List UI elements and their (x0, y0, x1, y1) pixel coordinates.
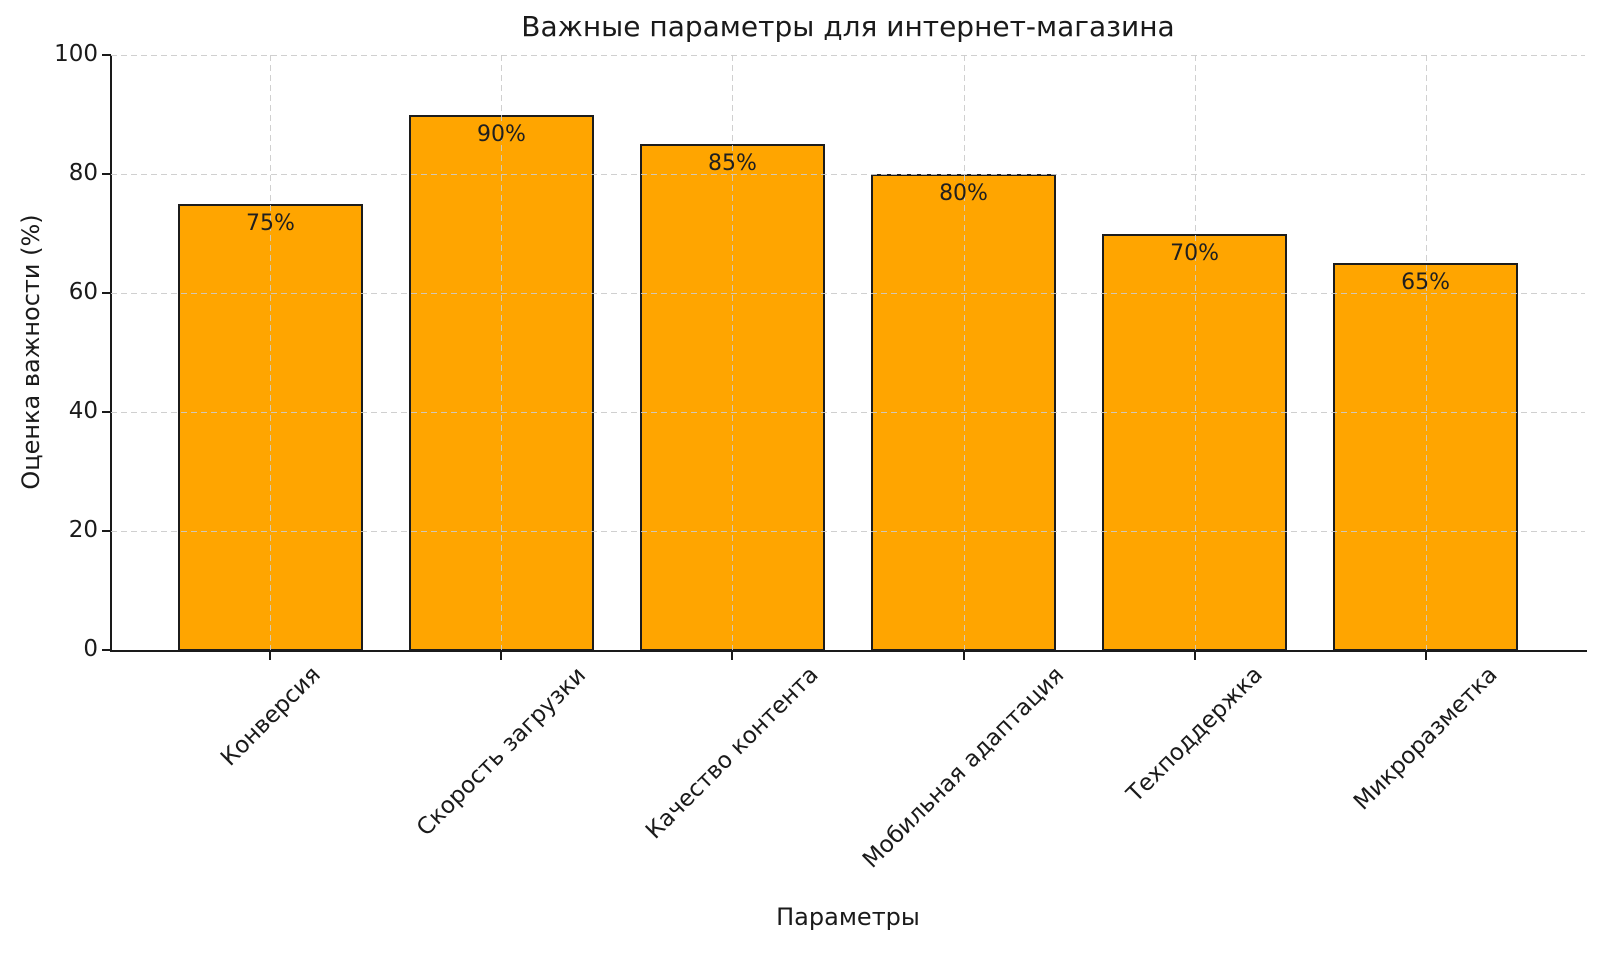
y-axis-line (110, 55, 112, 652)
gridline-y-20 (111, 531, 1585, 532)
y-tick-label-60: 60 (68, 279, 98, 305)
y-tick-label-100: 100 (54, 41, 98, 67)
y-tick-label-80: 80 (68, 160, 98, 186)
bar-value-label-5: 65% (1401, 270, 1451, 296)
y-tick-80 (102, 173, 111, 175)
gridline-x-0 (270, 55, 271, 650)
gridline-x-5 (1426, 55, 1427, 650)
bar-5 (1333, 263, 1518, 651)
gridline-y-80 (111, 174, 1585, 175)
x-tick-label-5: Микроразметка (1348, 661, 1503, 816)
y-tick-0 (102, 649, 111, 651)
x-tick-4 (1193, 652, 1196, 660)
x-tick-label-2: Качество контента (641, 661, 824, 845)
x-tick-0 (269, 652, 272, 660)
bar-value-label-4: 70% (1170, 240, 1219, 266)
x-tick-3 (962, 652, 965, 660)
x-tick-label-4: Техподдержка (1121, 661, 1268, 808)
y-tick-40 (102, 411, 111, 413)
x-tick-label-1: Скорость загрузки (411, 661, 592, 841)
gridline-y-100 (111, 55, 1585, 56)
bar-value-label-1: 90% (476, 121, 526, 147)
y-tick-label-0: 0 (83, 636, 98, 662)
x-tick-1 (500, 652, 503, 660)
x-tick-label-0: Конверсия (215, 661, 326, 772)
y-tick-label-20: 20 (68, 517, 98, 543)
x-axis-line (110, 650, 1587, 652)
x-tick-5 (1424, 652, 1427, 660)
y-tick-label-40: 40 (68, 398, 98, 424)
gridline-x-3 (964, 55, 965, 650)
y-axis-label: Оценка важности (%) (17, 214, 45, 490)
gridline-x-2 (732, 55, 733, 650)
bar-4 (1102, 233, 1287, 651)
y-tick-60 (102, 292, 111, 294)
bar-value-label-2: 85% (708, 151, 757, 177)
bar-value-label-0: 75% (245, 210, 295, 236)
y-tick-100 (102, 54, 111, 56)
chart-title: Важные параметры для интернет-магазина (521, 10, 1175, 43)
x-tick-2 (731, 652, 734, 660)
bar-value-label-3: 80% (939, 181, 988, 206)
y-tick-20 (102, 530, 111, 532)
gridline-x-4 (1195, 55, 1196, 650)
gridline-y-40 (111, 412, 1585, 413)
x-axis-label: Параметры (776, 903, 920, 931)
gridline-y-60 (111, 293, 1585, 294)
x-tick-label-3: Мобильная адаптация (857, 662, 1069, 874)
gridline-x-1 (501, 55, 502, 650)
